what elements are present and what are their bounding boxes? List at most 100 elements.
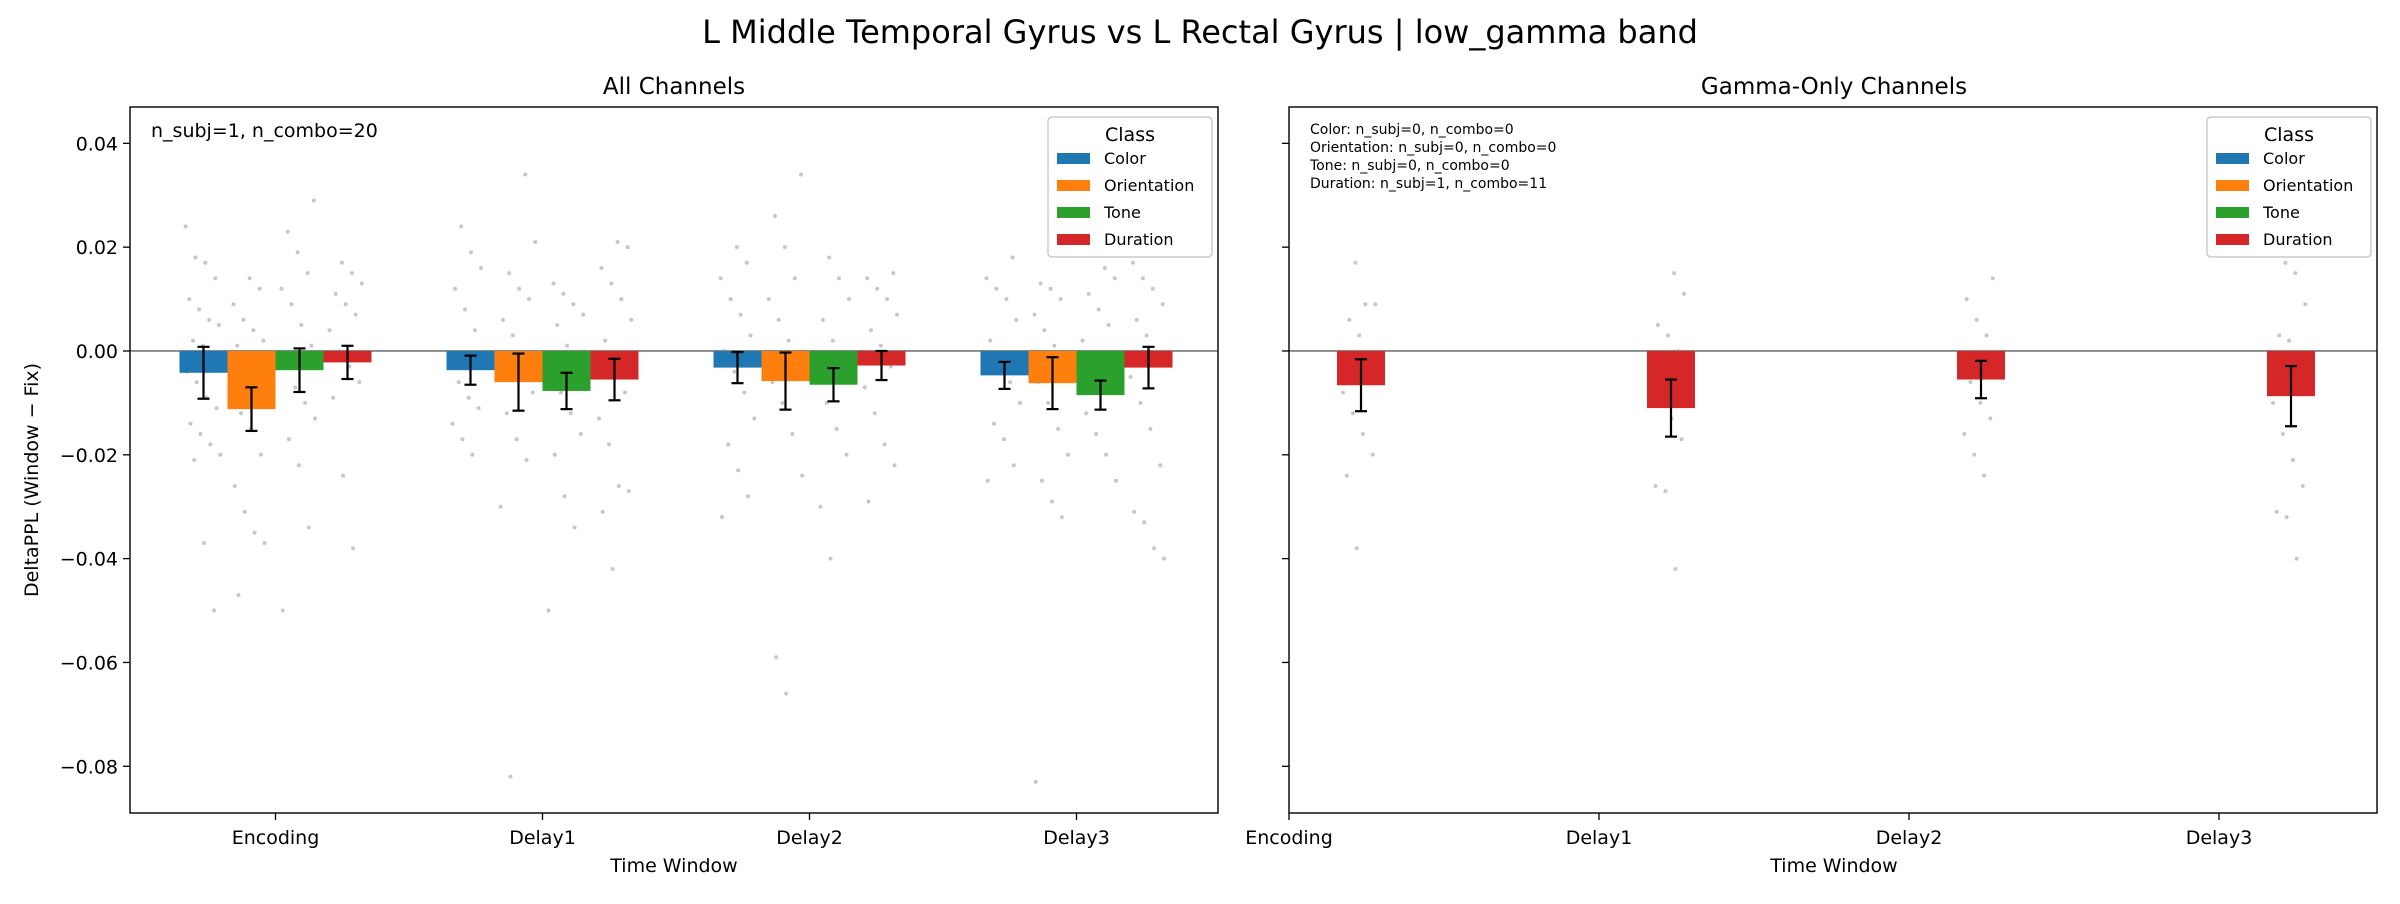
data-point	[472, 328, 477, 333]
data-point	[1160, 302, 1165, 307]
data-point	[600, 509, 605, 514]
legend-title: Class	[1105, 124, 1155, 146]
legend-title: Class	[2264, 124, 2314, 146]
data-point	[251, 328, 256, 333]
data-point	[527, 297, 532, 302]
data-point	[2283, 260, 2288, 265]
data-point	[498, 504, 503, 509]
panel-all-channels-frame	[129, 106, 1219, 814]
data-point	[985, 478, 990, 483]
data-point	[1370, 452, 1375, 457]
data-point	[2284, 515, 2289, 520]
data-point	[551, 281, 556, 286]
data-point	[719, 515, 724, 520]
data-point	[744, 260, 749, 265]
data-point	[207, 317, 212, 322]
x-tick-label: Delay1	[1566, 827, 1633, 849]
x-tick-label: Delay3	[2186, 827, 2253, 849]
data-point	[1039, 478, 1044, 483]
data-point	[1341, 390, 1345, 395]
data-point	[776, 317, 781, 322]
data-point	[1962, 432, 1967, 437]
data-point	[1056, 426, 1061, 431]
panel-all-channels-plot: 0.04 0.02 0.00 −0.02 −0.04 −0.06 −0.08 Encoding…	[60, 133, 1218, 849]
panel-all-channels-annotation: n_subj=1, n_combo=20	[151, 120, 378, 142]
legend-swatch-orientation	[1057, 180, 1090, 191]
panel-gamma-only-annotation-4: Duration: n_subj=1, n_combo=11	[1310, 176, 1547, 192]
data-point	[834, 426, 839, 431]
data-point	[891, 271, 896, 276]
data-point	[197, 307, 202, 312]
data-point	[988, 338, 993, 343]
data-point	[1347, 317, 1352, 322]
data-point	[1140, 276, 1145, 281]
data-point	[1059, 515, 1064, 520]
data-point	[581, 312, 586, 317]
data-point	[188, 421, 193, 426]
data-point	[1982, 473, 1987, 478]
data-point	[514, 437, 519, 442]
data-point	[619, 297, 624, 302]
data-point	[565, 343, 570, 348]
data-point	[786, 338, 791, 343]
data-point	[546, 608, 551, 613]
data-point	[837, 276, 842, 281]
panel-all-channels: All Channels 0.04 0.02 0.00 −0.02 −0.04 −0.06…	[60, 74, 1219, 877]
data-point	[236, 592, 241, 597]
data-point	[247, 276, 252, 281]
data-point	[2293, 271, 2298, 276]
data-point	[1663, 489, 1668, 494]
legend-label-color: Color	[1104, 149, 1146, 168]
data-point	[792, 276, 797, 281]
data-point	[1988, 416, 1993, 421]
data-point	[333, 291, 338, 296]
data-point	[1142, 520, 1147, 525]
x-tick-label: Encoding	[1245, 827, 1333, 849]
data-point	[1354, 546, 1359, 551]
data-point	[1032, 312, 1037, 317]
data-point	[615, 239, 620, 244]
data-point	[504, 411, 509, 416]
data-point	[257, 286, 262, 291]
figure-title: L Middle Temporal Gyrus vs L Rectal Gyru…	[702, 13, 1698, 51]
data-point	[2280, 432, 2285, 437]
data-point	[218, 452, 223, 457]
data-point	[571, 302, 576, 307]
data-point	[728, 297, 733, 302]
data-point	[450, 421, 455, 426]
data-point	[895, 312, 900, 317]
data-point	[1984, 333, 1989, 338]
data-point	[984, 276, 989, 281]
data-point	[625, 245, 630, 250]
data-point	[349, 271, 354, 276]
legend-label-tone: Tone	[2262, 203, 2300, 222]
data-point	[1148, 426, 1153, 431]
data-point	[261, 338, 266, 343]
data-point	[561, 291, 566, 296]
data-point	[734, 245, 739, 250]
data-point	[782, 245, 787, 250]
data-point	[885, 297, 890, 302]
data-point	[286, 437, 291, 442]
data-point	[2294, 556, 2299, 561]
legend-frame	[1047, 116, 1213, 258]
data-point	[327, 328, 332, 333]
data-point	[784, 691, 789, 696]
data-point	[1158, 463, 1163, 468]
data-point	[865, 276, 870, 281]
data-point	[1106, 323, 1111, 328]
data-point	[353, 312, 358, 317]
legend-label-tone: Tone	[1103, 203, 1141, 222]
data-point	[991, 421, 996, 426]
data-point	[303, 400, 308, 405]
data-point	[748, 333, 753, 338]
data-point	[1353, 260, 1358, 265]
data-point	[258, 452, 263, 457]
data-point	[1373, 302, 1378, 307]
data-point	[606, 442, 611, 447]
data-point	[476, 406, 481, 411]
data-point	[1066, 452, 1071, 457]
legend-label-duration: Duration	[2263, 230, 2333, 249]
data-point	[359, 281, 364, 286]
y-tick-label: −0.06	[60, 652, 118, 674]
